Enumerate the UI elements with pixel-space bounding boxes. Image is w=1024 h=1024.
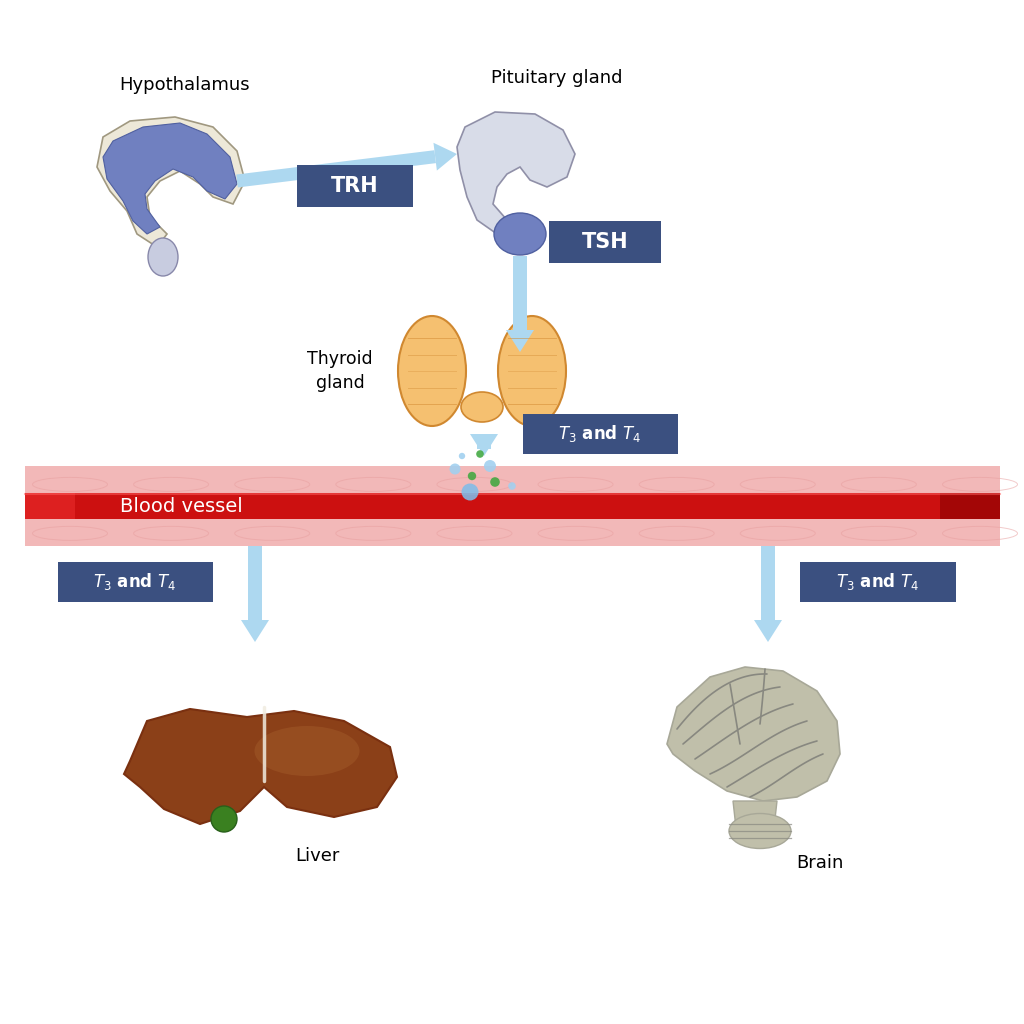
Text: Pituitary gland: Pituitary gland xyxy=(492,69,623,87)
Ellipse shape xyxy=(255,726,359,776)
Circle shape xyxy=(490,477,500,486)
FancyBboxPatch shape xyxy=(801,562,955,602)
FancyBboxPatch shape xyxy=(25,519,1000,547)
Ellipse shape xyxy=(148,238,178,276)
Ellipse shape xyxy=(494,213,546,255)
Polygon shape xyxy=(241,620,269,642)
Ellipse shape xyxy=(729,813,791,849)
FancyBboxPatch shape xyxy=(248,547,262,620)
Circle shape xyxy=(476,451,483,458)
Circle shape xyxy=(459,453,465,459)
FancyBboxPatch shape xyxy=(25,466,1000,493)
Polygon shape xyxy=(97,117,245,247)
Text: $T_3$ and $T_4$: $T_3$ and $T_4$ xyxy=(93,571,177,593)
FancyBboxPatch shape xyxy=(940,493,1000,519)
Text: Liver: Liver xyxy=(295,847,339,865)
Text: Brain: Brain xyxy=(797,854,844,872)
Text: Thyroid
gland: Thyroid gland xyxy=(307,350,373,392)
FancyBboxPatch shape xyxy=(549,221,662,263)
FancyBboxPatch shape xyxy=(522,414,678,454)
Polygon shape xyxy=(754,620,782,642)
Polygon shape xyxy=(124,709,397,824)
Polygon shape xyxy=(103,123,237,234)
Polygon shape xyxy=(506,330,534,352)
Text: TSH: TSH xyxy=(582,232,629,252)
Ellipse shape xyxy=(398,316,466,426)
Circle shape xyxy=(450,464,461,474)
Circle shape xyxy=(508,482,516,489)
Text: $T_3$ and $T_4$: $T_3$ and $T_4$ xyxy=(558,424,642,444)
Text: TRH: TRH xyxy=(331,176,379,196)
FancyBboxPatch shape xyxy=(57,562,213,602)
Circle shape xyxy=(211,806,237,831)
Polygon shape xyxy=(457,112,575,234)
Polygon shape xyxy=(667,667,840,801)
Ellipse shape xyxy=(461,392,503,422)
Polygon shape xyxy=(470,434,498,456)
Circle shape xyxy=(484,460,496,472)
Text: Hypothalamus: Hypothalamus xyxy=(120,76,250,94)
Ellipse shape xyxy=(498,316,566,426)
FancyBboxPatch shape xyxy=(298,165,413,207)
Text: Blood vessel: Blood vessel xyxy=(120,497,243,515)
Circle shape xyxy=(468,472,476,480)
Polygon shape xyxy=(733,801,777,837)
FancyBboxPatch shape xyxy=(513,256,527,330)
Circle shape xyxy=(462,483,478,501)
FancyBboxPatch shape xyxy=(25,493,75,519)
Text: $T_3$ and $T_4$: $T_3$ and $T_4$ xyxy=(837,571,920,593)
FancyBboxPatch shape xyxy=(25,493,1000,519)
Polygon shape xyxy=(237,151,436,187)
Polygon shape xyxy=(433,142,457,171)
FancyBboxPatch shape xyxy=(761,547,775,620)
FancyBboxPatch shape xyxy=(477,434,490,449)
